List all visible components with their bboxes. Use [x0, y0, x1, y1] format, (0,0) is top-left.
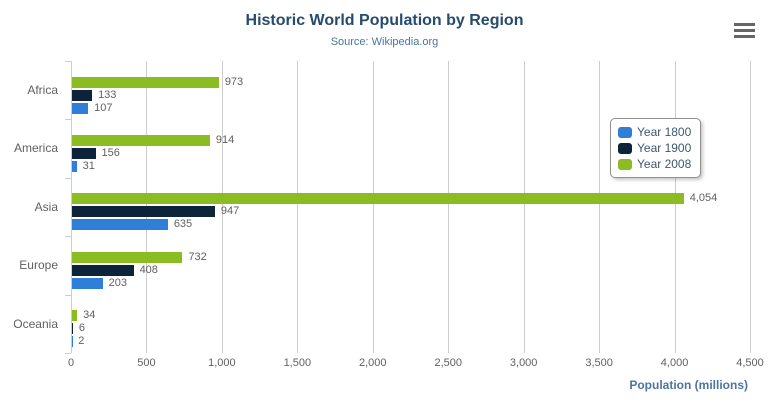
legend-item-year-2008[interactable]: Year 2008 — [618, 156, 691, 172]
data-label: 6 — [78, 322, 86, 335]
gridline — [750, 61, 751, 353]
legend: Year 1800 Year 1900 Year 2008 — [610, 118, 702, 178]
bar-asia-year-2008[interactable] — [72, 193, 684, 205]
bar-asia-year-1800[interactable] — [72, 219, 168, 231]
category-label-europe: Europe — [19, 258, 58, 273]
bar-oceania-year-2008[interactable] — [72, 310, 78, 322]
bar-africa-year-2008[interactable] — [72, 76, 219, 88]
menu-bar — [734, 29, 755, 32]
bar-america-year-2008[interactable] — [72, 134, 210, 146]
value-axis-label: 500 — [137, 357, 156, 369]
bar-europe-year-1800[interactable] — [72, 277, 103, 289]
value-axis-label: 4,500 — [736, 357, 764, 369]
bar-europe-year-1900[interactable] — [72, 264, 134, 276]
value-axis-label: 1,500 — [283, 357, 312, 369]
bar-africa-year-1900[interactable] — [72, 89, 93, 101]
legend-item-year-1900[interactable]: Year 1900 — [618, 140, 691, 156]
legend-label: Year 1900 — [637, 141, 692, 155]
data-label: 947 — [220, 205, 240, 218]
value-axis-label: 1,000 — [208, 357, 236, 369]
value-axis-label: 2,000 — [359, 357, 387, 369]
category-axis-line — [71, 61, 72, 353]
value-axis-labels: 0 500 1,000 1,500 2,000 2,500 3,000 3,500 4,000 4… — [68, 357, 764, 371]
category-tick — [65, 353, 71, 354]
data-label: 732 — [188, 250, 207, 263]
bar-america-year-1800[interactable] — [72, 160, 77, 172]
category-label-america: America — [13, 141, 58, 156]
value-axis-label: 0 — [67, 357, 75, 369]
gridline — [221, 61, 223, 353]
gridline — [448, 61, 450, 353]
value-axis-title: Population (millions) — [629, 378, 748, 392]
value-axis-label: 3,500 — [585, 357, 613, 369]
data-label: 973 — [224, 75, 244, 88]
data-label: 107 — [94, 101, 113, 114]
gridline — [372, 61, 374, 353]
bar-europe-year-2008[interactable] — [72, 251, 183, 263]
data-label: 914 — [215, 133, 235, 146]
data-label: 2 — [78, 335, 85, 348]
category-tick — [65, 178, 71, 179]
bar-asia-year-1900[interactable] — [72, 206, 215, 218]
series-swatch-year-1900-icon — [618, 142, 632, 154]
data-label: 34 — [83, 309, 96, 322]
gridline — [674, 61, 676, 353]
data-label: 408 — [139, 263, 158, 276]
data-label: 31 — [82, 159, 95, 172]
legend-item-year-1800[interactable]: Year 1800 — [618, 124, 691, 140]
gridline — [599, 61, 601, 353]
category-tick — [65, 119, 71, 120]
plot-area: 973 133 107 914 156 31 4,054 947 635 732 408 203 34 6… — [65, 61, 751, 354]
bar-america-year-1900[interactable] — [72, 147, 96, 159]
bar-oceania-year-1900[interactable] — [72, 323, 73, 335]
bar-africa-year-1800[interactable] — [72, 102, 89, 114]
category-tick — [65, 61, 71, 62]
category-label-africa: Africa — [27, 83, 58, 97]
data-label: 133 — [98, 88, 117, 101]
category-label-oceania: Oceania — [13, 316, 58, 331]
menu-bar — [734, 23, 755, 26]
legend-label: Year 2008 — [637, 157, 692, 171]
gridline — [297, 61, 299, 353]
value-axis-label: 4,000 — [660, 357, 689, 369]
category-label-asia: Asia — [34, 199, 58, 214]
series-swatch-year-1800-icon — [618, 126, 632, 138]
gridline — [523, 61, 525, 353]
series-swatch-year-2008-icon — [618, 158, 632, 170]
value-axis-label: 3,000 — [509, 357, 538, 369]
category-axis-labels: Africa America Asia Europe Oceania — [0, 61, 65, 353]
category-tick — [65, 236, 71, 237]
category-tick — [65, 295, 71, 296]
chart-title: Historic World Population by Region — [245, 12, 524, 29]
legend-label: Year 1800 — [637, 125, 692, 139]
value-axis-label: 2,500 — [434, 357, 462, 369]
data-label: 203 — [108, 276, 127, 289]
menu-bar — [734, 35, 755, 38]
data-label: 635 — [173, 218, 193, 231]
data-label: 4,054 — [689, 192, 718, 205]
chart-subtitle: Source: Wikipedia.org — [330, 36, 439, 48]
data-label: 156 — [101, 146, 120, 159]
hamburger-menu-icon[interactable] — [734, 23, 755, 38]
